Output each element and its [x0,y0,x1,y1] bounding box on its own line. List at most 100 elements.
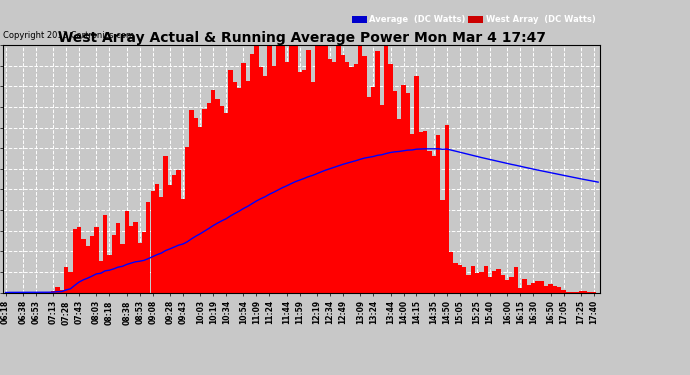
Bar [371,87,375,292]
Bar [177,170,181,292]
Bar [150,191,155,292]
Bar [72,229,77,292]
Bar [457,265,462,292]
Bar [38,291,42,292]
Title: West Array Actual & Running Average Power Mon Mar 4 17:47: West Array Actual & Running Average Powe… [58,31,546,45]
Bar [272,66,276,292]
Bar [215,99,219,292]
Bar [250,54,255,292]
Bar [397,118,402,292]
Bar [185,147,190,292]
Bar [410,134,414,292]
Bar [497,270,501,292]
Bar [289,45,293,292]
Bar [432,156,436,292]
Bar [259,67,263,292]
Bar [297,72,302,292]
Bar [51,291,55,292]
Bar [471,267,475,292]
Bar [190,110,194,292]
Bar [544,286,549,292]
Bar [310,82,315,292]
Bar [518,288,522,292]
Bar [345,62,349,292]
Bar [202,109,207,292]
Bar [103,215,107,292]
Bar [146,202,150,292]
Bar [384,45,388,292]
Bar [302,70,306,292]
Bar [276,45,280,292]
Bar [263,75,267,292]
Bar [349,67,354,292]
Bar [319,45,324,292]
Bar [462,267,466,292]
Bar [328,59,332,292]
Bar [354,64,358,292]
Bar [116,223,120,292]
Bar [566,291,570,292]
Bar [194,118,198,292]
Bar [341,55,345,292]
Bar [133,222,137,292]
Bar [315,45,319,292]
Bar [125,211,129,292]
Bar [77,226,81,292]
Bar [255,45,259,292]
Bar [112,235,116,292]
Bar [293,45,297,292]
Bar [95,227,99,292]
Bar [155,184,159,292]
Bar [81,239,86,292]
Bar [479,272,484,292]
Bar [488,278,492,292]
Bar [324,45,328,292]
Bar [453,262,457,292]
Bar [59,290,64,292]
Bar [475,273,479,292]
Bar [159,197,164,292]
Bar [549,284,553,292]
Bar [337,45,341,292]
Bar [531,283,535,292]
Bar [86,246,90,292]
Bar [367,96,371,292]
Bar [107,255,112,292]
Bar [557,287,562,292]
Bar [501,275,505,292]
Bar [358,45,362,292]
Bar [280,45,284,292]
Bar [540,281,544,292]
Bar [142,232,146,292]
Bar [583,291,587,292]
Bar [466,275,471,292]
Bar [484,266,488,292]
Bar [198,128,202,292]
Bar [228,70,233,292]
Bar [284,62,289,292]
Bar [406,93,410,292]
Bar [419,132,423,292]
Bar [68,272,72,292]
Bar [562,290,566,292]
Bar [90,236,95,292]
Bar [427,151,432,292]
Bar [211,90,215,292]
Bar [553,286,557,292]
Bar [332,62,337,292]
Bar [436,135,440,292]
Bar [233,82,237,292]
Bar [172,175,177,292]
Bar [246,81,250,292]
Legend: Average  (DC Watts), West Array  (DC Watts): Average (DC Watts), West Array (DC Watts… [351,15,596,25]
Bar [219,106,224,292]
Bar [137,243,142,292]
Bar [423,131,427,292]
Bar [440,200,444,292]
Bar [306,50,310,292]
Bar [414,76,419,292]
Bar [449,252,453,292]
Bar [237,88,241,292]
Bar [509,277,514,292]
Bar [444,125,449,292]
